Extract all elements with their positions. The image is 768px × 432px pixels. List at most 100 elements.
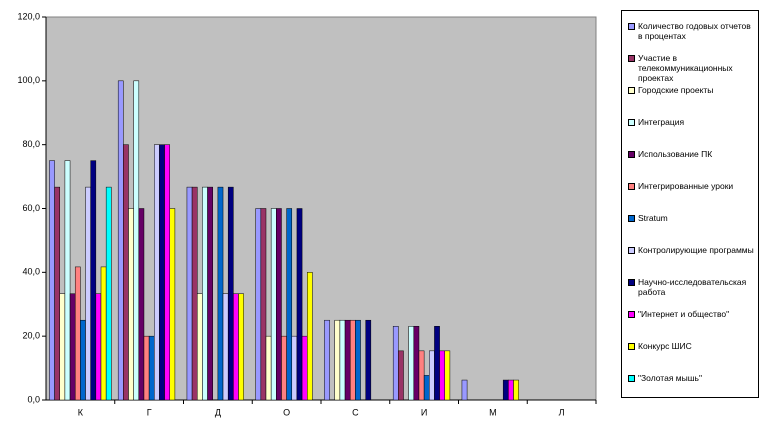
bar (105, 186, 112, 401)
legend-swatch (628, 23, 635, 30)
legend-swatch (628, 247, 635, 254)
x-tick-label: И (421, 407, 427, 417)
bar (202, 186, 208, 401)
bar (85, 186, 91, 401)
legend-swatch (628, 55, 635, 62)
bar (513, 379, 519, 401)
bar (286, 208, 293, 401)
bar (49, 160, 55, 401)
bar (80, 319, 86, 401)
x-tick-label: Г (147, 407, 152, 417)
bar (408, 326, 415, 401)
bar (143, 335, 150, 401)
bar (418, 350, 425, 401)
bar (444, 350, 451, 401)
legend-item: Использование ПК (628, 149, 756, 159)
legend-swatch (628, 215, 635, 222)
legend-label: "Золотая мышь" (638, 373, 702, 383)
x-tick-label: О (283, 407, 290, 417)
y-tick-label: 80,0 (22, 139, 40, 149)
bar (339, 319, 346, 401)
legend-item: Интегрированные уроки (628, 181, 756, 191)
bar (59, 293, 66, 401)
bar (100, 266, 107, 401)
chart: 0,0 20,0 40,0 60,0 80,0 100,0 120,0 К Г Д О С И М Л (17, 11, 597, 417)
legend-swatch (628, 183, 635, 190)
bar (64, 160, 71, 401)
bar (95, 293, 102, 401)
bar (398, 350, 404, 401)
bar (54, 186, 60, 401)
bar (334, 319, 341, 401)
legend-label: Контролирующие программы (638, 245, 754, 255)
bar (502, 379, 509, 401)
bar (74, 266, 81, 401)
legend-item: Участие в телекоммуникационных проектах (628, 53, 756, 83)
legend-label: Научно-исследовательская работа (638, 277, 747, 297)
bar (138, 208, 145, 401)
y-tick-label: 100,0 (17, 75, 40, 85)
bar (307, 272, 313, 401)
legend-label: "Интернет и общество" (638, 309, 730, 319)
bar (128, 208, 134, 401)
bar (222, 293, 229, 401)
legend-swatch (628, 279, 635, 286)
legend-label: Количество годовых отчетов в процентах (638, 21, 751, 41)
bar (365, 319, 372, 401)
legend-item: "Золотая мышь" (628, 373, 756, 383)
bar (227, 186, 234, 401)
legend-label: Интегрированные уроки (638, 181, 734, 191)
legend-label: Городские проекты (638, 85, 714, 95)
legend-swatch (628, 151, 635, 158)
legend-swatch (628, 375, 635, 382)
legend-item: Stratum (628, 213, 756, 223)
bar (90, 160, 97, 401)
bar (207, 186, 213, 401)
legend-label: Участие в телекоммуникационных проектах (638, 53, 733, 83)
bar (392, 326, 399, 401)
bar (270, 208, 277, 401)
legend-item: Контролирующие программы (628, 245, 756, 255)
legend-swatch (628, 119, 635, 126)
bar (434, 326, 440, 401)
bar (429, 350, 435, 401)
bar (154, 144, 160, 401)
x-tick-label: Д (215, 407, 221, 417)
bar (276, 208, 282, 401)
bar (265, 335, 272, 401)
y-tick-label: 60,0 (22, 203, 40, 213)
legend-swatch (628, 311, 635, 318)
bar (508, 379, 514, 401)
x-tick-label: К (78, 407, 84, 417)
y-tick-label: 40,0 (22, 267, 40, 277)
bar (281, 335, 287, 401)
bar (69, 293, 76, 401)
bar (344, 319, 351, 401)
legend-item: Городские проекты (628, 85, 756, 95)
bar (164, 144, 170, 401)
bar (461, 379, 468, 401)
bar (191, 186, 198, 401)
y-tick-label: 20,0 (22, 331, 40, 341)
legend-label: Использование ПК (638, 149, 713, 159)
legend-label: Конкурс ШИС (638, 341, 692, 351)
y-tick-label: 120,0 (17, 11, 40, 21)
bar (355, 319, 361, 401)
x-tick-label: М (489, 407, 497, 417)
bar (169, 208, 176, 401)
legend: Количество годовых отчетов в процентах Уч… (621, 10, 759, 398)
x-tick-label: С (352, 407, 359, 417)
legend-label: Stratum (638, 213, 668, 223)
x-tick-label: Л (559, 407, 565, 417)
legend-swatch (628, 87, 635, 94)
bar (296, 208, 303, 401)
y-tick-label: 0,0 (27, 394, 40, 404)
bar (117, 80, 124, 401)
bar (148, 335, 155, 401)
bar (260, 208, 267, 401)
bar (439, 350, 445, 401)
legend-swatch (628, 343, 635, 350)
bar (233, 293, 239, 401)
bar (217, 186, 224, 401)
